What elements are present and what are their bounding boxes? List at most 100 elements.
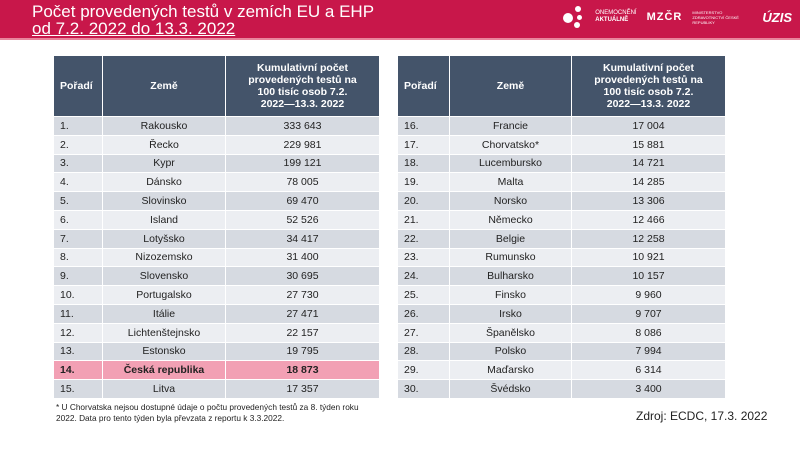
source: Zdroj: ECDC, 17.3. 2022 [636,409,768,423]
cell-value: 17 004 [571,116,726,136]
cell-value: 13 306 [571,191,726,211]
cell-rank: 23. [397,247,450,268]
cell-rank: 2. [53,134,103,155]
cell-rank: 6. [53,209,103,230]
col-rank: Pořadí [53,55,103,117]
cell-value: 69 470 [225,191,380,211]
cell-value: 22 157 [225,322,380,343]
cell-country: Francie [449,116,572,136]
cell-country: Lichtenštejnsko [102,322,226,343]
title-line-1: Počet provedených testů v zemích EU a EH… [32,2,375,21]
cell-value: 12 466 [571,209,726,230]
cell-value: 199 121 [225,153,380,174]
cell-country: Nizozemsko [102,247,226,268]
cell-country: Polsko [449,341,572,362]
cell-country: Maďarsko [449,360,572,381]
table-row: 17. Chorvatsko* 15 881 [397,134,726,155]
cell-value: 17 357 [225,379,380,399]
ranking-table-right: Pořadí Země Kumulativní počet provedenýc… [397,55,726,399]
cell-country: Řecko [102,134,226,155]
cell-country: Španělsko [449,322,572,343]
cell-country: Chorvatsko* [449,134,572,155]
cell-rank: 27. [397,322,450,343]
cell-value: 15 881 [571,134,726,155]
table-row: 19. Malta 14 285 [397,172,726,193]
cell-value: 3 400 [571,379,726,399]
cell-rank: 29. [397,360,450,381]
onemocneni-logo-icon [563,6,585,28]
table-row: 28. Polsko 7 994 [397,341,726,362]
cell-country: Kypr [102,153,226,174]
cell-rank: 21. [397,209,450,230]
table-row: 8. Nizozemsko 31 400 [53,247,380,268]
title-line-2: od 7.2. 2022 do 13.3. 2022 [32,19,236,38]
cell-country: Rakousko [102,116,226,136]
cell-country: Dánsko [102,172,226,193]
table-row: 1. Rakousko 333 643 [53,116,380,136]
table-row: 6. Island 52 526 [53,209,380,230]
table-row: 26. Irsko 9 707 [397,303,726,324]
cell-rank: 30. [397,379,450,399]
cell-value: 9 707 [571,303,726,324]
cell-rank: 9. [53,266,103,287]
cell-value: 10 157 [571,266,726,287]
table-row: 16. Francie 17 004 [397,116,726,136]
cell-rank: 19. [397,172,450,193]
cell-country: Belgie [449,228,572,249]
cell-rank: 18. [397,153,450,174]
table-row: 2. Řecko 229 981 [53,134,380,155]
page-title: Počet provedených testů v zemích EU a EH… [32,3,374,37]
logos: ONEMOCNĚNÍ AKTUÁLNĚ MZČR MINISTERSTVO ZDR… [563,6,792,28]
table-row: 4. Dánsko 78 005 [53,172,380,193]
cell-rank: 13. [53,341,103,362]
table-row: 24. Bulharsko 10 157 [397,266,726,287]
cell-value: 8 086 [571,322,726,343]
onemocneni-logo-text: ONEMOCNĚNÍ AKTUÁLNĚ [595,10,637,23]
cell-rank: 17. [397,134,450,155]
ranking-table-left: Pořadí Země Kumulativní počet provedenýc… [53,55,380,399]
cell-value: 229 981 [225,134,380,155]
cell-rank: 12. [53,322,103,343]
table-row: 23. Rumunsko 10 921 [397,247,726,268]
col-rank: Pořadí [397,55,450,117]
cell-country: Portugalsko [102,285,226,305]
cell-rank: 7. [53,228,103,249]
cell-value: 18 873 [225,360,380,381]
table-row: 22. Belgie 12 258 [397,228,726,249]
cell-value: 12 258 [571,228,726,249]
footnote: * U Chorvatska nejsou dostupné údaje o p… [56,402,359,423]
cell-rank: 8. [53,247,103,268]
cell-rank: 10. [53,285,103,305]
table-row: 15. Litva 17 357 [53,379,380,399]
table-row: 10. Portugalsko 27 730 [53,285,380,305]
cell-country: Bulharsko [449,266,572,287]
cell-rank: 14. [53,360,103,381]
cell-value: 78 005 [225,172,380,193]
cell-value: 30 695 [225,266,380,287]
table-row: 12. Lichtenštejnsko 22 157 [53,322,380,343]
cell-country: Česká republika [102,360,226,381]
cell-rank: 11. [53,303,103,324]
cell-country: Lucembursko [449,153,572,174]
header-bar: Počet provedených testů v zemích EU a EH… [0,0,800,40]
cell-country: Estonsko [102,341,226,362]
cell-rank: 22. [397,228,450,249]
col-value: Kumulativní počet provedených testů na 1… [225,55,380,117]
cell-country: Itálie [102,303,226,324]
col-value: Kumulativní počet provedených testů na 1… [571,55,726,117]
cell-rank: 3. [53,153,103,174]
table-row: 20. Norsko 13 306 [397,191,726,211]
cell-rank: 24. [397,266,450,287]
cell-value: 333 643 [225,116,380,136]
cell-value: 14 721 [571,153,726,174]
table-row: 13. Estonsko 19 795 [53,341,380,362]
cell-country: Finsko [449,285,572,305]
mzcr-logo-text: MINISTERSTVO ZDRAVOTNICTVÍ ČESKÉ REPUBLI… [692,9,739,25]
cell-value: 27 730 [225,285,380,305]
table-row: 5. Slovinsko 69 470 [53,191,380,211]
table-row: 29. Maďarsko 6 314 [397,360,726,381]
cell-rank: 1. [53,116,103,136]
table-row: 9. Slovensko 30 695 [53,266,380,287]
cell-country: Island [102,209,226,230]
cell-rank: 20. [397,191,450,211]
